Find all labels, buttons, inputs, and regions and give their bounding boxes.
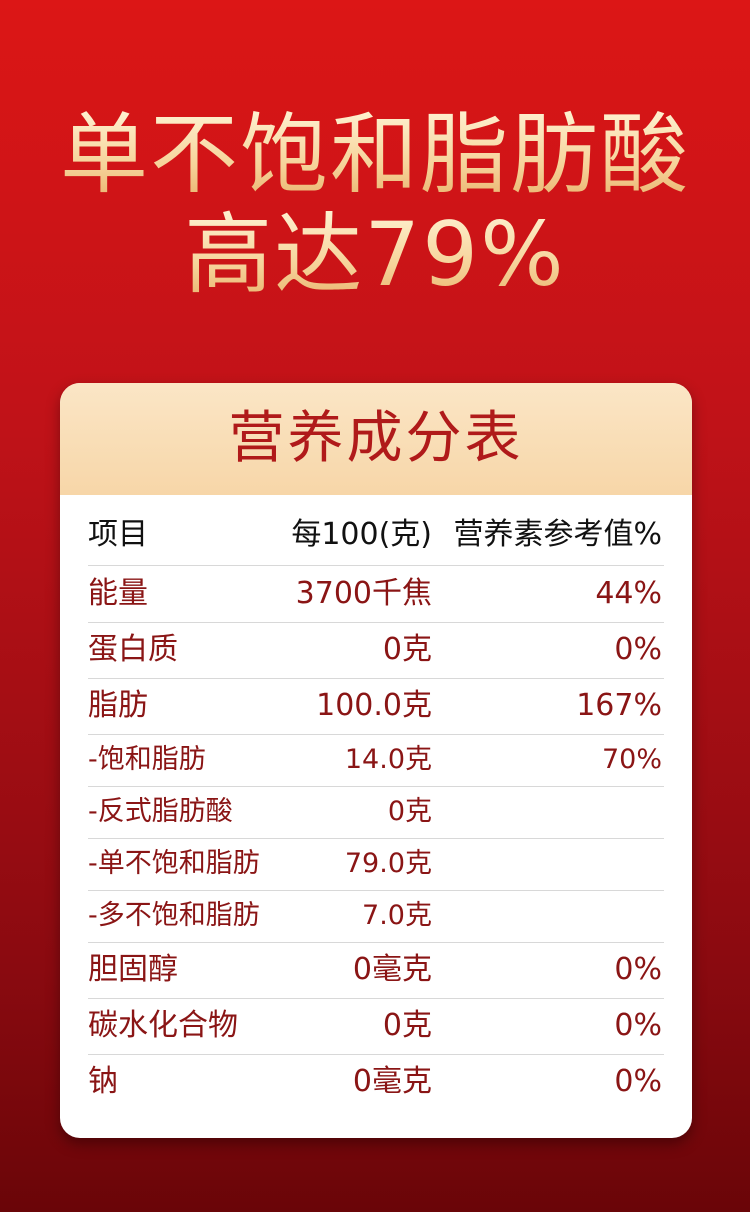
table-cell: -多不饱和脂肪 bbox=[88, 900, 260, 931]
row-divider bbox=[88, 678, 664, 679]
column-header: 每100(克) bbox=[291, 517, 432, 552]
table-cell: 167% bbox=[576, 688, 662, 723]
row-divider bbox=[88, 1054, 664, 1055]
table-cell: 0克 bbox=[387, 796, 432, 827]
table-cell: 0毫克 bbox=[352, 1064, 432, 1099]
row-divider bbox=[88, 998, 664, 999]
table-cell: 70% bbox=[601, 744, 662, 775]
table-cell: 79.0克 bbox=[344, 848, 432, 879]
table-title: 营养成分表 bbox=[228, 406, 524, 471]
table-cell: 0% bbox=[614, 1008, 662, 1043]
table-cell: 脂肪 bbox=[88, 688, 148, 723]
table-cell: 0% bbox=[614, 632, 662, 667]
row-divider bbox=[88, 622, 664, 623]
row-divider bbox=[88, 734, 664, 735]
row-divider bbox=[88, 786, 664, 787]
card-header bbox=[60, 383, 692, 495]
headline: 高达79% bbox=[0, 205, 750, 305]
row-divider bbox=[88, 890, 664, 891]
table-cell: 蛋白质 bbox=[88, 632, 178, 667]
table-cell: 3700千焦 bbox=[295, 576, 432, 611]
row-divider bbox=[88, 838, 664, 839]
table-cell: 碳水化合物 bbox=[88, 1008, 238, 1043]
table-cell: 0克 bbox=[382, 1008, 432, 1043]
table-cell: -饱和脂肪 bbox=[88, 744, 206, 775]
table-cell: 0克 bbox=[382, 632, 432, 667]
table-cell: 0% bbox=[614, 1064, 662, 1099]
table-cell: -反式脂肪酸 bbox=[88, 796, 233, 827]
table-cell: 0% bbox=[614, 952, 662, 987]
table-cell: -单不饱和脂肪 bbox=[88, 848, 260, 879]
table-cell: 44% bbox=[595, 576, 662, 611]
table-cell: 能量 bbox=[88, 576, 148, 611]
row-divider bbox=[88, 942, 664, 943]
table-cell: 胆固醇 bbox=[88, 952, 178, 987]
table-cell: 7.0克 bbox=[362, 900, 432, 931]
column-header: 营养素参考值% bbox=[453, 517, 662, 552]
divider bbox=[88, 565, 664, 566]
table-cell: 14.0克 bbox=[344, 744, 432, 775]
nutrition-card: 营养成分表 项目 每100(克) 营养素参考值% 能量 3700千焦 44% 蛋白质 0克 0%… bbox=[60, 383, 692, 1138]
table-cell: 0毫克 bbox=[352, 952, 432, 987]
column-header: 项目 bbox=[88, 517, 148, 552]
table-cell: 钠 bbox=[88, 1064, 118, 1099]
table-cell: 100.0克 bbox=[316, 688, 432, 723]
headline: 单不饱和脂肪酸 bbox=[0, 105, 750, 205]
